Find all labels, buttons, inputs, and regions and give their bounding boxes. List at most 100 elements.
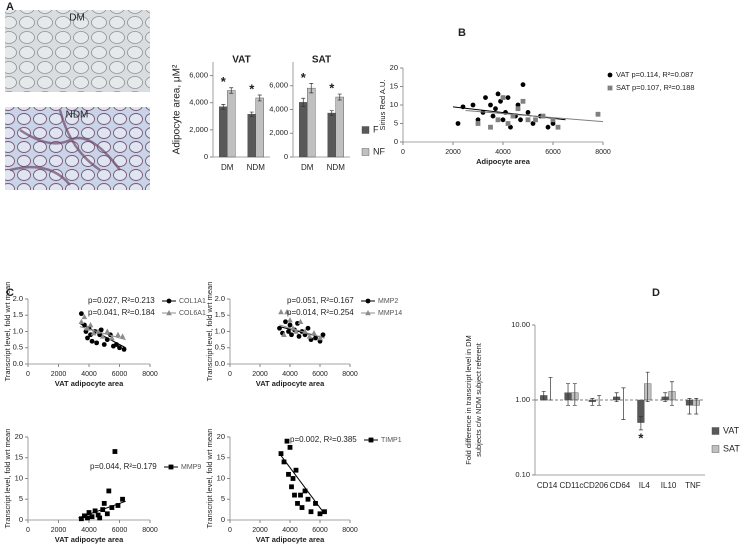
y-axis-label: Transcript level, fold wrt mean [3, 429, 12, 529]
point [284, 438, 290, 444]
x-tick-label: DM [221, 163, 234, 172]
x-axis-label: VAT adipocyte area [256, 379, 325, 388]
error-bar [329, 110, 334, 116]
legend-label: F [373, 124, 379, 134]
y-tick-label: 15 [217, 453, 225, 462]
y-tick-label: 0 [394, 137, 398, 146]
point [86, 510, 92, 515]
x-tick-label: 0 [228, 371, 232, 378]
x-tick-label: 0 [228, 527, 232, 534]
point [293, 467, 299, 473]
legend-label: VAT p=0.114, R²=0.087 [616, 70, 693, 79]
y-tick-label: 1.5 [215, 310, 225, 319]
y-tick-label: 0 [204, 152, 208, 161]
legend-name: SAT [616, 83, 630, 92]
x-tick-label: 6000 [545, 149, 561, 156]
legend-stats: p=0.002, R²=0.385 [290, 435, 357, 444]
legend-label: MMP14 [378, 310, 402, 317]
point [117, 345, 122, 351]
y-tick-label: 10 [217, 473, 225, 482]
point [281, 331, 287, 337]
x-axis-label: VAT adipocyte area [256, 535, 325, 544]
y-tick-label: 20 [390, 63, 398, 72]
error-bar [597, 395, 602, 406]
x-tick-label: 2000 [51, 527, 67, 534]
point [490, 113, 496, 119]
y-tick-label: 1.0 [13, 326, 23, 335]
point [98, 327, 104, 333]
y-tick-label: 5 [394, 118, 398, 127]
significance-mark: * [221, 74, 227, 89]
point [81, 313, 88, 320]
y-tick-label: 1.5 [13, 310, 23, 319]
error-bar [257, 94, 262, 102]
chart-title: SAT [312, 55, 331, 66]
legend-stats: p=0.107, R²=0.188 [632, 83, 695, 92]
point [525, 117, 531, 123]
point [515, 106, 521, 112]
point [92, 508, 98, 514]
x-tick-label: CD11c [559, 481, 583, 490]
image-label: DM [69, 13, 85, 24]
trend-line [78, 500, 126, 519]
y-tick-label: 20 [217, 432, 225, 441]
point [525, 110, 531, 115]
panel-label: D [652, 287, 660, 299]
error-bar [645, 371, 650, 403]
y-tick-label: 2.0 [13, 294, 23, 303]
point [106, 488, 112, 494]
point [470, 102, 476, 108]
point [89, 514, 95, 520]
tissue-strands [9, 109, 121, 186]
point [505, 95, 511, 100]
point [283, 319, 288, 325]
x-tick-label: TNF [685, 481, 701, 490]
point [500, 117, 506, 123]
point [119, 333, 126, 339]
point [320, 332, 326, 338]
panel-label: C [6, 287, 14, 299]
x-tick-label: 4000 [81, 527, 97, 534]
point [495, 91, 501, 97]
legend-marker [365, 298, 371, 304]
legend-stats: p=0.041, R²=0.184 [88, 308, 155, 317]
y-axis-label: Transcript level, fold wrt mean [205, 429, 214, 529]
legend-label: COL6A1 [179, 310, 206, 317]
point [475, 117, 481, 123]
point [287, 322, 293, 328]
point [287, 317, 293, 323]
error-bar [301, 97, 306, 107]
y-tick-label: 1.00 [515, 395, 530, 404]
x-tick-label: CD14 [537, 481, 558, 490]
y-tick-label: 20 [15, 432, 23, 441]
point [101, 342, 107, 347]
point [89, 338, 95, 344]
y-tick-label: 5 [19, 494, 23, 503]
point [85, 335, 90, 341]
legend-swatch [711, 445, 720, 453]
point [289, 484, 294, 490]
x-tick-label: 4000 [81, 371, 97, 378]
point [306, 333, 313, 339]
point [115, 503, 121, 508]
y-axis-label: Sirius Red A.U. [378, 80, 387, 131]
y-tick-label: 1.0 [215, 326, 225, 335]
point [495, 117, 501, 123]
point [296, 333, 302, 339]
point [290, 476, 296, 481]
y-axis-label: Transcript level, fold wrt mean [3, 282, 12, 382]
point [302, 488, 308, 494]
legend-swatch [361, 126, 370, 134]
legend-label: MMP9 [181, 464, 201, 471]
y-axis-label: Fold difference in transcript level in D… [464, 335, 473, 465]
error-bar [337, 93, 342, 101]
x-axis-label: VAT adipocyte area [55, 535, 124, 544]
panel-label: B [458, 27, 466, 39]
error-bar [590, 398, 595, 406]
x-tick-label: 0 [26, 371, 30, 378]
x-axis-label: VAT adipocyte area [55, 379, 124, 388]
point [287, 444, 293, 450]
point [109, 335, 115, 341]
error-bar [221, 103, 226, 110]
point [78, 311, 84, 317]
